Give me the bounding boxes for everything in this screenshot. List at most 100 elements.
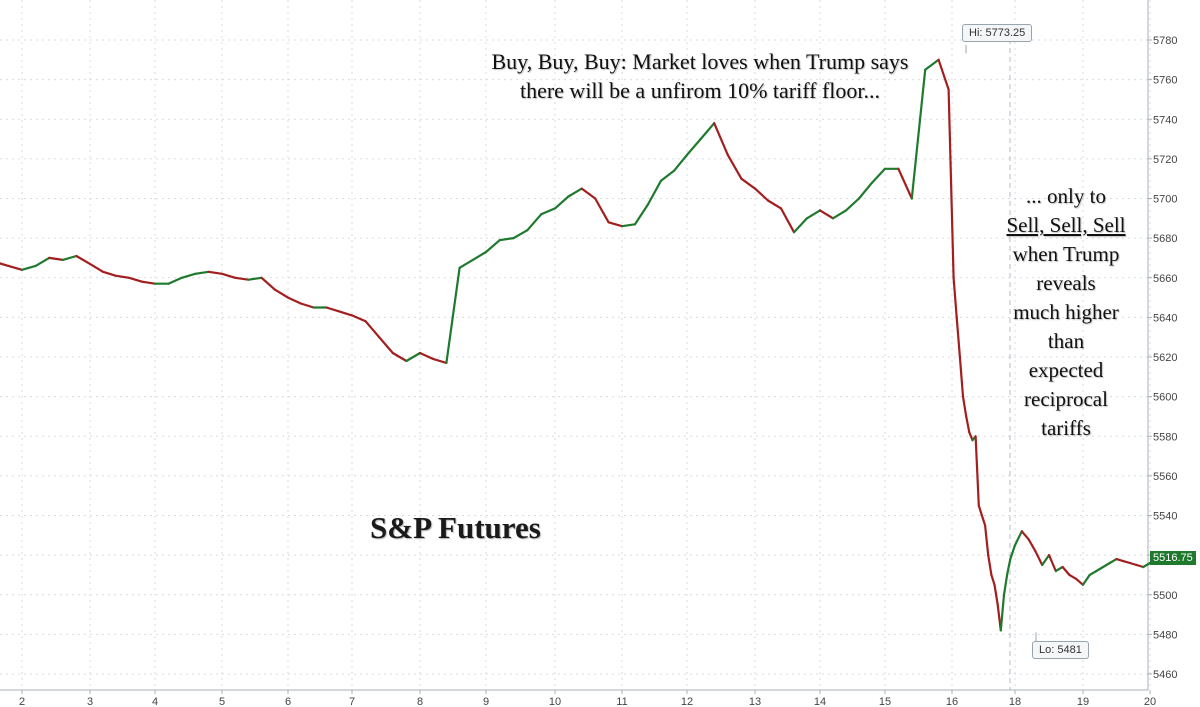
x-tick-label: 5 <box>219 696 225 707</box>
price-segment <box>338 310 354 317</box>
price-segment <box>391 351 408 363</box>
price-segment <box>247 276 263 281</box>
sell-annotation: ... only to Sell, Sell, Sell when Trump … <box>988 182 1144 443</box>
price-segment <box>88 262 105 273</box>
price-segment <box>672 153 689 172</box>
price-segment <box>207 270 224 275</box>
price-segment <box>990 573 996 586</box>
price-segment <box>980 514 987 527</box>
price-segment <box>1054 565 1064 573</box>
price-segment <box>273 288 290 299</box>
price-segment <box>350 314 367 323</box>
price-segment <box>101 270 118 277</box>
price-segment <box>127 276 144 283</box>
price-segment <box>445 266 461 364</box>
price-segment <box>805 209 822 220</box>
y-tick-label: 5720 <box>1153 154 1177 166</box>
price-segment <box>620 223 637 228</box>
price-segment <box>961 395 968 418</box>
price-segment <box>1034 550 1044 567</box>
x-tick-label: 14 <box>814 696 826 707</box>
price-segment <box>1027 538 1037 553</box>
y-tick-label: 5500 <box>1153 590 1177 602</box>
price-segment <box>1009 544 1017 561</box>
price-segment <box>1075 577 1085 586</box>
y-tick-label: 5480 <box>1153 629 1177 641</box>
x-tick-label: 4 <box>152 696 158 707</box>
price-segment <box>699 122 716 141</box>
price-segment <box>1122 559 1132 565</box>
price-segment <box>910 68 927 200</box>
y-tick-label: 5460 <box>1153 669 1177 681</box>
price-segment <box>526 213 543 232</box>
price-segment <box>458 258 474 269</box>
price-segment <box>512 229 529 240</box>
x-tick-label: 11 <box>616 696 627 707</box>
x-tick-label: 13 <box>749 696 761 707</box>
price-segment <box>646 179 663 206</box>
price-segment <box>484 239 501 254</box>
price-segment <box>34 256 51 267</box>
price-segment <box>659 169 676 182</box>
price-segment <box>870 167 887 184</box>
x-tick-label: 8 <box>417 696 423 707</box>
sell-annotation-line-3: when Trump <box>1012 242 1120 266</box>
price-segment <box>471 250 488 261</box>
price-segment <box>61 254 78 261</box>
price-segment <box>234 276 250 281</box>
buy-annotation-line-1: Buy, Buy, Buy: Market loves when Trump s… <box>491 49 909 74</box>
price-segment <box>405 351 422 363</box>
price-segment <box>1088 569 1098 577</box>
price-segment <box>325 306 341 313</box>
buy-annotation: Buy, Buy, Buy: Market loves when Trump s… <box>440 47 960 105</box>
price-segment <box>180 272 197 279</box>
x-tick-label: 6 <box>285 696 291 707</box>
price-segment <box>779 207 796 234</box>
price-segment <box>955 316 962 359</box>
x-tick-label: 19 <box>1077 696 1089 707</box>
y-tick-label: 5540 <box>1153 511 1177 523</box>
price-segment <box>7 264 24 271</box>
price-series <box>0 58 1172 632</box>
price-segment <box>857 181 874 200</box>
x-tick-label: 3 <box>87 696 93 707</box>
sell-annotation-line-6: than <box>1047 329 1085 353</box>
price-segment <box>844 197 861 212</box>
y-tick-label: 5780 <box>1153 35 1177 47</box>
buy-annotation-line-2: there will be a unfirom 10% tariff floor… <box>519 78 881 103</box>
price-segment <box>498 237 515 242</box>
y-tick-label: 5600 <box>1153 392 1177 404</box>
x-tick-label: 7 <box>349 696 355 707</box>
price-segment <box>553 195 570 210</box>
price-segment <box>1081 573 1091 586</box>
price-segment <box>726 153 743 180</box>
price-segment <box>977 504 984 517</box>
x-tick-label: 15 <box>879 696 891 707</box>
price-segment <box>1108 557 1118 565</box>
price-segment <box>947 88 955 279</box>
price-segment <box>1047 553 1057 573</box>
price-segment <box>20 264 37 271</box>
price-segment <box>965 415 971 434</box>
price-segment <box>1095 565 1105 573</box>
sell-annotation-line-8: reciprocal <box>1024 387 1108 411</box>
price-segment <box>766 199 783 210</box>
price-segment <box>1115 557 1125 563</box>
x-tick-label: 20 <box>1144 696 1156 707</box>
price-segment <box>1020 530 1030 541</box>
low-label: Lo: 5481 <box>1032 641 1089 659</box>
price-segment <box>364 320 381 339</box>
price-segment <box>418 351 435 361</box>
price-segment <box>1041 553 1051 567</box>
price-segment <box>286 296 302 305</box>
price-segment <box>633 203 650 226</box>
price-segment <box>194 270 210 275</box>
price-segment <box>607 221 624 228</box>
price-segment <box>897 167 913 200</box>
gridlines <box>0 0 1151 690</box>
price-segment <box>952 276 958 319</box>
price-segment <box>958 355 965 398</box>
price-segment <box>75 254 92 265</box>
sell-annotation-line-9: tariffs <box>1041 416 1091 440</box>
